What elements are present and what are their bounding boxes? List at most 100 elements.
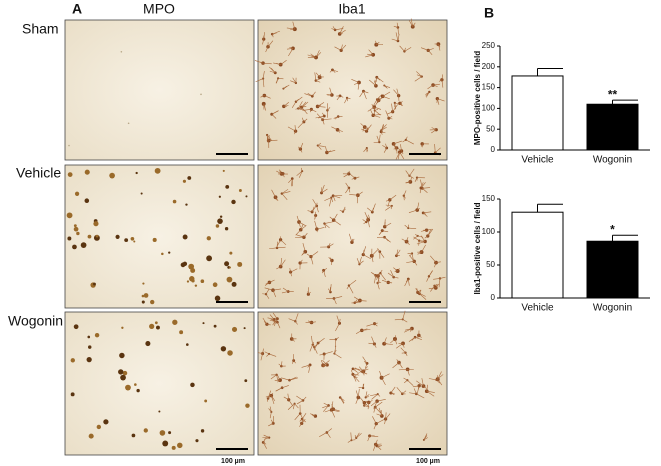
stained-cell bbox=[231, 199, 236, 205]
process bbox=[309, 109, 312, 113]
process bbox=[373, 141, 380, 144]
process bbox=[299, 418, 303, 422]
process bbox=[366, 207, 373, 213]
process bbox=[323, 270, 326, 278]
process bbox=[292, 403, 295, 410]
process bbox=[379, 370, 382, 378]
process bbox=[423, 385, 427, 389]
process bbox=[265, 293, 270, 299]
process bbox=[356, 258, 360, 265]
stained-cell bbox=[120, 374, 126, 381]
process bbox=[373, 407, 376, 413]
process bbox=[358, 366, 364, 372]
stained-cell bbox=[222, 169, 225, 173]
process bbox=[377, 248, 381, 252]
process bbox=[311, 109, 317, 113]
process bbox=[376, 77, 381, 81]
process bbox=[291, 338, 295, 342]
stained-cell bbox=[84, 169, 90, 175]
process bbox=[294, 403, 299, 409]
process bbox=[377, 277, 380, 284]
process bbox=[334, 116, 339, 120]
process bbox=[421, 244, 426, 253]
stained-cell bbox=[73, 224, 77, 228]
row-label: Wogonin bbox=[8, 313, 63, 329]
stained-cell bbox=[124, 238, 129, 243]
process bbox=[430, 255, 437, 263]
process bbox=[397, 268, 400, 272]
process bbox=[393, 26, 398, 28]
process bbox=[437, 371, 442, 380]
stained-cell bbox=[194, 284, 198, 287]
process bbox=[296, 215, 300, 223]
process bbox=[346, 285, 350, 290]
process bbox=[282, 287, 289, 292]
process bbox=[288, 318, 296, 322]
stained-cell bbox=[142, 282, 145, 285]
process bbox=[294, 125, 296, 132]
stained-cell bbox=[88, 433, 94, 439]
significance: * bbox=[610, 222, 615, 236]
process bbox=[383, 337, 387, 344]
stained-cell bbox=[103, 419, 109, 425]
process bbox=[384, 222, 392, 227]
process bbox=[403, 377, 408, 381]
process bbox=[370, 271, 376, 276]
process bbox=[388, 117, 393, 120]
stained-cell bbox=[195, 439, 199, 443]
process bbox=[363, 91, 367, 100]
stained-cell bbox=[190, 382, 195, 388]
process bbox=[417, 385, 420, 390]
process bbox=[276, 170, 282, 175]
scale-bar-label: 100 µm bbox=[416, 458, 440, 465]
process bbox=[434, 143, 436, 153]
stained-cell bbox=[159, 430, 166, 436]
process bbox=[416, 380, 424, 387]
stained-cell bbox=[162, 440, 169, 447]
process bbox=[377, 445, 381, 448]
micrograph bbox=[254, 18, 448, 161]
process bbox=[301, 251, 306, 256]
process bbox=[394, 338, 398, 345]
process bbox=[402, 139, 407, 143]
process bbox=[322, 119, 325, 125]
process bbox=[353, 296, 361, 301]
process bbox=[317, 105, 321, 107]
x-tick-label: Vehicle bbox=[521, 303, 554, 314]
process bbox=[431, 129, 437, 134]
stained-cell bbox=[204, 399, 208, 403]
process bbox=[411, 253, 415, 262]
column-label: MPO bbox=[143, 1, 175, 17]
process bbox=[436, 374, 444, 381]
process bbox=[303, 233, 308, 238]
stained-cell bbox=[224, 227, 229, 231]
stained-cell bbox=[219, 215, 223, 218]
process bbox=[416, 241, 426, 245]
process bbox=[266, 134, 273, 142]
stained-cell bbox=[226, 276, 233, 283]
y-tick-label: 0 bbox=[491, 293, 496, 302]
process bbox=[310, 256, 314, 265]
process bbox=[390, 205, 393, 210]
process bbox=[316, 227, 325, 230]
process bbox=[281, 291, 289, 294]
process bbox=[409, 168, 415, 176]
stained-cell bbox=[227, 350, 233, 356]
process bbox=[388, 116, 393, 119]
process bbox=[377, 275, 380, 283]
process bbox=[265, 395, 272, 398]
process bbox=[408, 227, 417, 229]
process bbox=[414, 336, 423, 341]
process bbox=[423, 433, 428, 440]
process bbox=[343, 173, 349, 178]
process bbox=[385, 204, 392, 207]
process bbox=[269, 66, 276, 73]
process bbox=[374, 323, 378, 327]
process bbox=[298, 106, 302, 109]
stained-cell bbox=[150, 299, 155, 305]
stained-cell bbox=[215, 224, 220, 228]
stained-cell bbox=[80, 242, 87, 249]
process bbox=[262, 442, 267, 449]
stained-cell bbox=[87, 335, 91, 339]
process bbox=[377, 393, 381, 397]
